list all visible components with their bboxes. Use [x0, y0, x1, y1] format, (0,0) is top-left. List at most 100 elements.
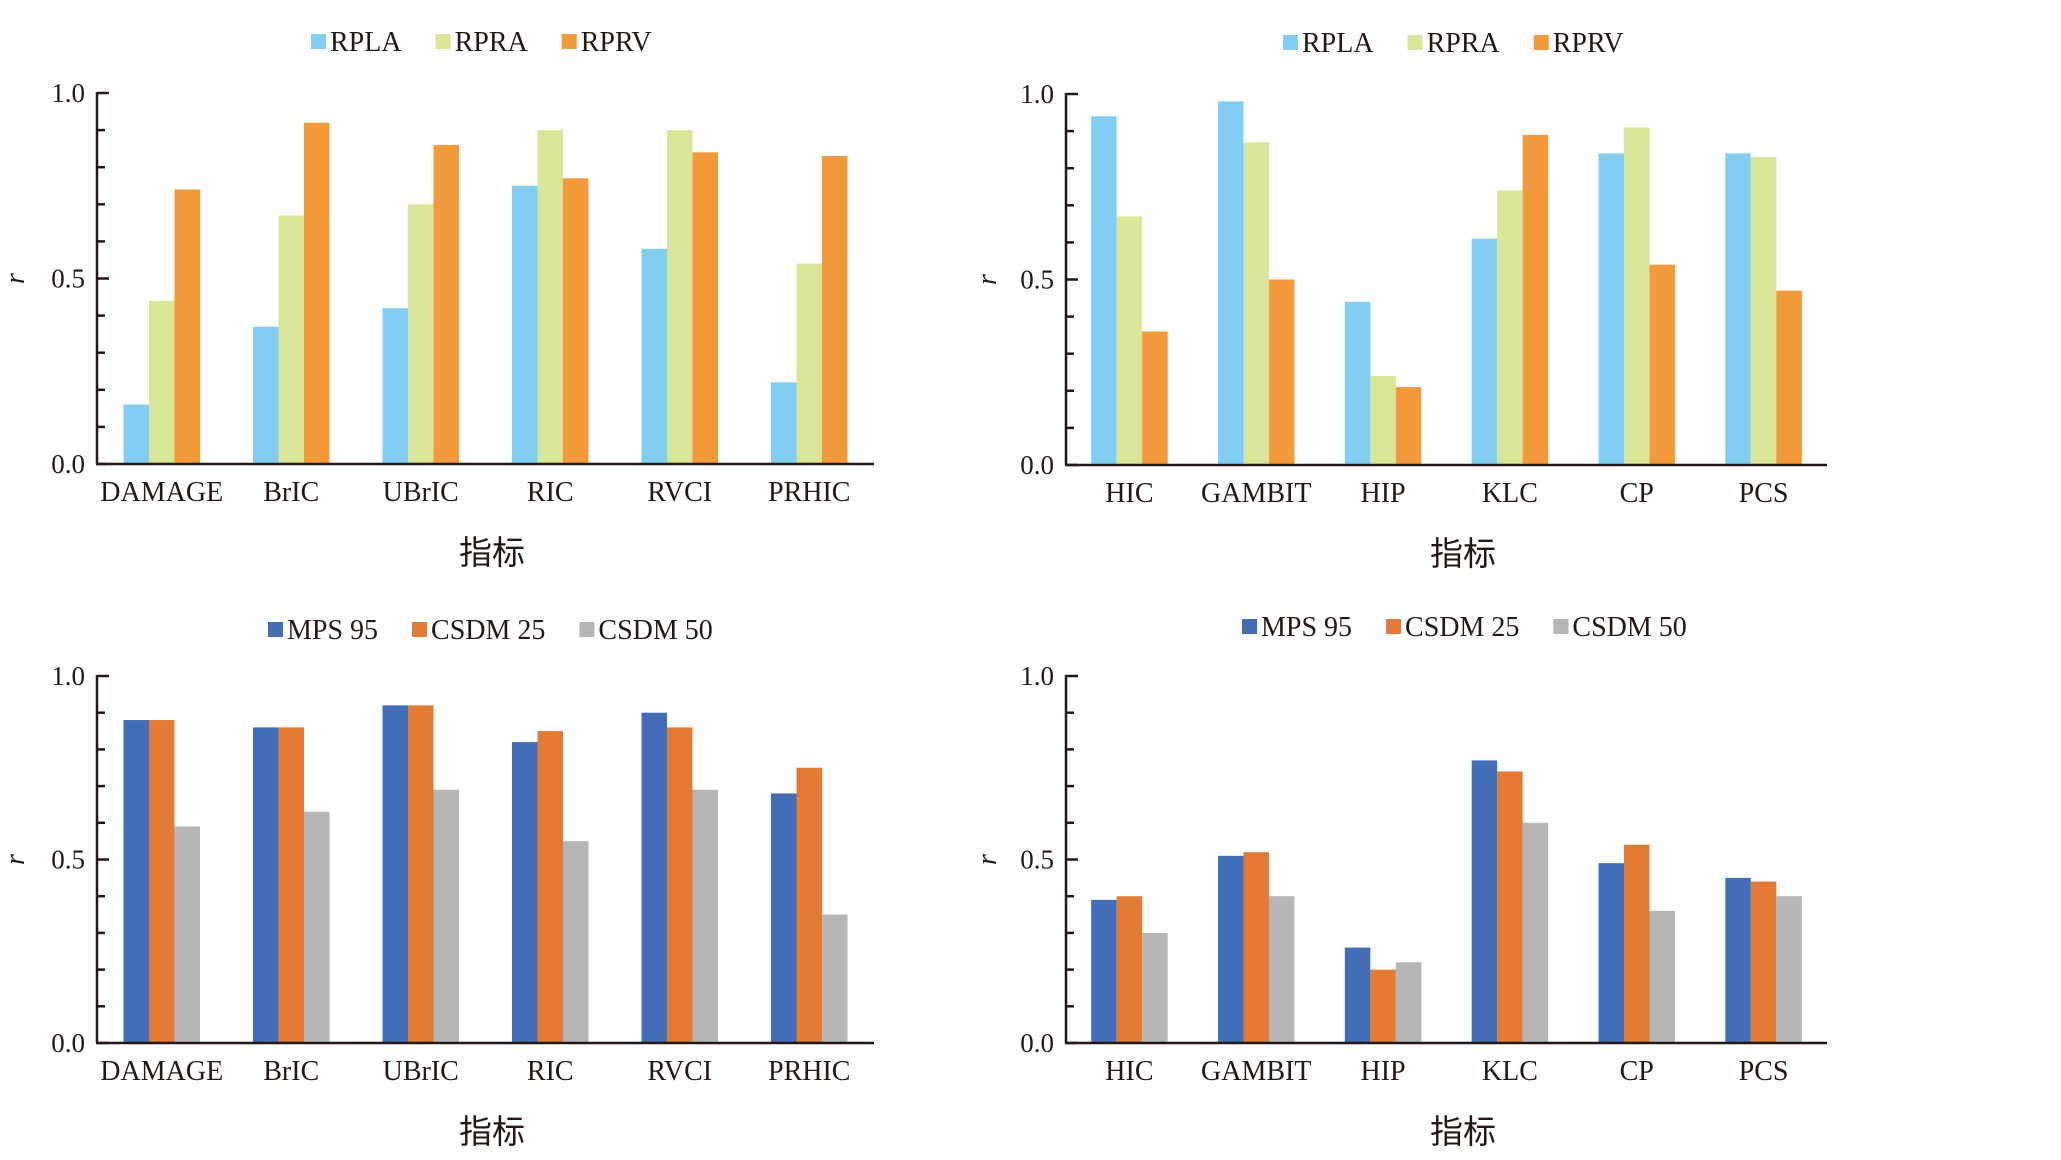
bar-rpra-cp — [1624, 127, 1650, 465]
x-tick-label: UBrIC — [383, 1056, 459, 1087]
bar-rpla-damage — [123, 404, 149, 464]
legend-item: RPRV — [1533, 28, 1624, 59]
legend-swatch — [1553, 619, 1569, 634]
bar-csdm-25-pcs — [1750, 881, 1777, 1043]
legend-swatch — [561, 34, 577, 49]
bar-rpla-klc — [1471, 238, 1498, 465]
bar-csdm-25-cp — [1624, 844, 1650, 1043]
bar-rprv-cp — [1649, 264, 1675, 465]
bar-csdm-50-ric — [563, 841, 589, 1043]
chart-panel-top-left: DAMAGE BrIC UBrIC RIC RVCI PRHIC 0.0 0.5 1.0 r 指标 R… — [0, 27, 874, 572]
legend-swatch — [579, 622, 595, 637]
bar-csdm-50-hic — [1142, 932, 1168, 1043]
x-tick-label: PCS — [1739, 1056, 1789, 1087]
legend-label: RPRV — [1553, 28, 1624, 59]
bar-rpra-ubric — [408, 204, 434, 465]
x-tick-label: UBrIC — [383, 477, 459, 508]
bar-rpra-hip — [1370, 375, 1396, 465]
legend-item: CSDM 50 — [1553, 612, 1687, 643]
x-tick-label: CP — [1620, 478, 1654, 509]
y-tick-label: 0.5 — [1020, 265, 1054, 295]
legend-item: CSDM 25 — [1386, 612, 1519, 643]
bar-rprv-hip — [1395, 387, 1422, 465]
legend-label: RPLA — [330, 27, 402, 58]
bar-rpra-damage — [149, 300, 175, 464]
y-axis-title: r — [972, 854, 1003, 865]
x-tick-label: CP — [1620, 1056, 1654, 1087]
bar-rpra-klc — [1497, 190, 1523, 465]
legend-label: RPRA — [1427, 28, 1501, 59]
legend-item: CSDM 50 — [579, 615, 713, 646]
bar-rprv-hic — [1142, 331, 1168, 465]
legend-item: CSDM 25 — [412, 615, 545, 646]
y-tick-label: 1.0 — [51, 78, 85, 108]
bar-csdm-25-klc — [1497, 771, 1523, 1043]
bar-rprv-prhic — [822, 156, 848, 464]
legend-swatch — [412, 622, 428, 637]
x-axis-title: 指标 — [1430, 536, 1496, 573]
bar-mps-95-gambit — [1218, 855, 1244, 1043]
legend: MPS 95 CSDM 25 CSDM 50 — [1242, 612, 1687, 643]
bar-rprv-rvci — [692, 152, 718, 465]
legend-swatch — [311, 34, 326, 49]
legend-label: CSDM 50 — [598, 615, 712, 646]
x-tick-label: DAMAGE — [100, 1056, 223, 1087]
legend-swatch — [1533, 35, 1549, 50]
y-tick-label: 0.5 — [1020, 845, 1054, 875]
bar-rpla-hic — [1091, 116, 1117, 465]
bar-mps-95-bric — [253, 727, 279, 1043]
bar-rpla-cp — [1598, 153, 1624, 466]
bar-rprv-damage — [174, 189, 200, 464]
chart-panel-bottom-right: HIC GAMBIT HIP KLC CP PCS 0.0 0.5 1.0 r 指标 MPS 95 CS… — [972, 612, 1827, 1151]
bar-csdm-25-gambit — [1243, 852, 1269, 1043]
legend-label: CSDM 50 — [1572, 612, 1686, 643]
bar-csdm-25-bric — [278, 727, 304, 1043]
bar-csdm-25-hip — [1370, 969, 1396, 1043]
bar-csdm-25-hic — [1116, 896, 1143, 1043]
bar-csdm-50-gambit — [1269, 896, 1295, 1043]
chart-panel-top-right: HIC GAMBIT HIP KLC CP PCS 0.0 0.5 1.0 r 指标 RPLA RPRA… — [972, 28, 1827, 573]
x-tick-label: PRHIC — [768, 477, 850, 508]
bar-rprv-ubric — [433, 144, 459, 464]
chart-panel-bottom-left: DAMAGE BrIC UBrIC RIC RVCI PRHIC 0.0 0.5 1.0 r 指标 M… — [0, 615, 874, 1151]
y-tick-label: 0.5 — [51, 845, 85, 875]
bar-csdm-25-ubric — [408, 705, 434, 1043]
x-tick-label: BrIC — [263, 477, 319, 508]
legend-item: RPLA — [1283, 28, 1374, 59]
y-tick-label: 0.0 — [51, 449, 85, 479]
bar-rpla-prhic — [771, 382, 797, 464]
bar-rprv-pcs — [1776, 290, 1802, 465]
bar-csdm-50-damage — [174, 826, 200, 1043]
x-tick-label: HIC — [1105, 1056, 1153, 1087]
legend-label: RPRA — [455, 27, 529, 58]
x-tick-label: RIC — [527, 1056, 574, 1087]
x-tick-label: RVCI — [647, 477, 712, 508]
legend-item: RPRV — [561, 27, 652, 58]
y-tick-label: 1.0 — [51, 661, 85, 691]
x-axis-title: 指标 — [459, 535, 525, 572]
bar-rpla-rvci — [641, 248, 667, 464]
y-tick-label: 1.0 — [1020, 79, 1054, 109]
legend-item: RPLA — [311, 27, 402, 58]
y-tick-label: 1.0 — [1020, 661, 1054, 691]
legend-swatch — [268, 622, 283, 637]
x-axis-title: 指标 — [1430, 1114, 1496, 1151]
bar-csdm-50-hip — [1395, 962, 1422, 1043]
bar-csdm-50-rvci — [692, 789, 718, 1043]
x-tick-label: KLC — [1482, 478, 1538, 509]
bar-mps-95-ubric — [382, 705, 408, 1043]
x-tick-label: DAMAGE — [100, 477, 223, 508]
bar-mps-95-klc — [1471, 760, 1498, 1043]
x-tick-label: PRHIC — [768, 1056, 850, 1087]
bar-csdm-50-pcs — [1776, 896, 1802, 1043]
x-tick-label: HIP — [1361, 478, 1406, 509]
bar-mps-95-cp — [1598, 863, 1624, 1043]
bar-mps-95-rvci — [641, 712, 667, 1043]
y-axis-title: r — [972, 274, 1003, 285]
bar-rpra-ric — [537, 130, 563, 464]
bar-mps-95-ric — [512, 742, 538, 1043]
y-tick-label: 0.5 — [51, 264, 85, 294]
bar-rpla-hip — [1344, 301, 1371, 465]
legend: RPLA RPRA RPRV — [311, 27, 652, 58]
